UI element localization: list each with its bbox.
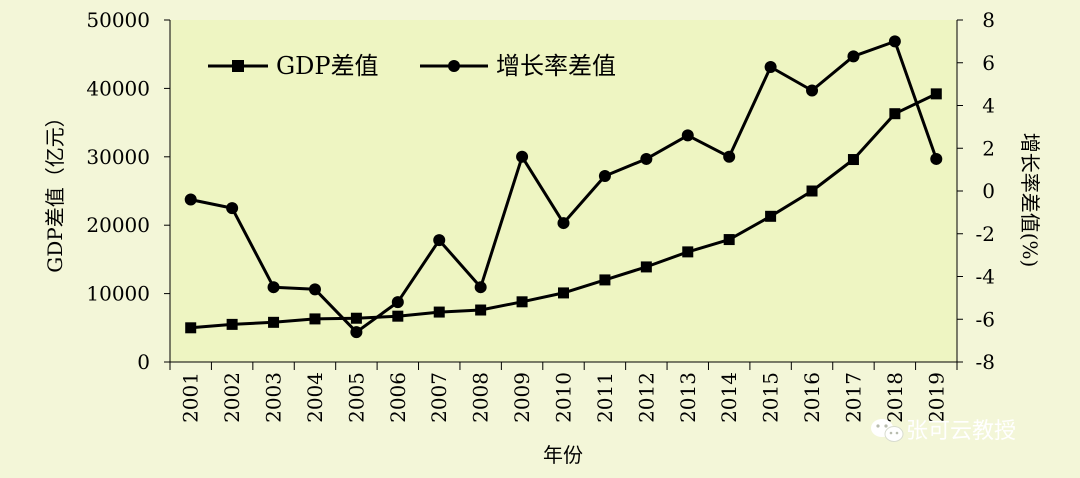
gdp-point: [889, 108, 901, 120]
gdp-point: [268, 316, 280, 328]
x-tick-label: 2013: [676, 372, 700, 423]
right-y-axis: -8 -6 -4 -2 0 2 4 6 8: [956, 8, 995, 374]
growth-point: [930, 152, 943, 165]
gdp-point: [847, 154, 859, 166]
gdp-point: [682, 246, 694, 258]
x-tick-label: 2011: [593, 372, 617, 423]
watermark: 张可云教授: [871, 419, 1016, 444]
gdp-point: [806, 185, 818, 197]
right-tick-label: 6: [982, 51, 995, 75]
left-tick-label: 40000: [86, 76, 150, 100]
left-tick-label: 0: [137, 350, 150, 374]
growth-point: [640, 152, 653, 165]
legend-square-marker: [232, 60, 244, 72]
x-tick-label: 2012: [634, 372, 658, 423]
x-tick-label: 2007: [427, 372, 451, 423]
gdp-point: [558, 287, 569, 299]
growth-point: [847, 50, 860, 63]
left-tick-label: 30000: [86, 145, 150, 169]
growth-point: [598, 170, 611, 183]
right-axis-title: 增长率差值(%): [1018, 133, 1042, 268]
growth-point: [267, 281, 280, 294]
legend-label-gdp: GDP差值: [276, 52, 379, 80]
watermark-text: 张可云教授: [906, 419, 1016, 444]
growth-point: [806, 84, 819, 97]
x-tick-label: 2019: [924, 372, 948, 423]
left-axis-title: GDP差值（亿元）: [43, 107, 67, 272]
left-y-axis: 0 10000 20000 30000 40000 50000: [86, 8, 171, 374]
x-axis: 2001 2002 2003 2004 2005 2006 2007 2008 2009 2010…: [169, 361, 958, 423]
wechat-icon: [871, 419, 904, 442]
x-tick-label: 2006: [386, 372, 410, 423]
x-tick-label: 2008: [469, 372, 493, 423]
x-axis-title: 年份: [543, 443, 583, 467]
x-tick-label: 2005: [344, 372, 368, 423]
right-tick-label: -2: [976, 222, 995, 246]
gdp-point: [640, 261, 652, 273]
right-tick-label: -4: [976, 265, 995, 289]
growth-point: [516, 150, 529, 163]
growth-point: [723, 150, 736, 163]
growth-point: [391, 296, 404, 309]
x-tick-label: 2014: [717, 372, 741, 423]
x-tick-label: 2010: [552, 372, 576, 423]
x-tick-label: 2002: [220, 372, 244, 423]
gdp-point: [433, 306, 445, 318]
right-tick-label: -8: [976, 350, 995, 374]
right-tick-label: 4: [982, 94, 995, 118]
growth-point: [888, 35, 901, 48]
gdp-point: [765, 210, 777, 222]
gdp-point: [723, 234, 735, 246]
legend-circle-marker: [448, 60, 460, 72]
gdp-point: [516, 296, 528, 308]
x-tick-label: 2017: [841, 372, 865, 423]
gdp-point: [350, 312, 362, 324]
growth-point: [350, 326, 363, 339]
growth-point: [433, 234, 446, 247]
left-tick-label: 20000: [86, 213, 150, 237]
x-tick-label: 2016: [800, 372, 824, 423]
left-tick-label: 10000: [86, 282, 150, 306]
growth-point: [184, 193, 197, 206]
x-tick-label: 2018: [883, 372, 907, 423]
right-tick-label: 8: [982, 8, 995, 32]
plot-area: [170, 20, 957, 362]
right-tick-label: -6: [976, 307, 995, 331]
gdp-point: [309, 313, 321, 325]
x-tick-label: 2003: [262, 372, 286, 423]
left-tick-label: 50000: [86, 8, 150, 32]
x-tick-label: 2004: [303, 372, 327, 423]
growth-point: [764, 61, 777, 74]
growth-point: [557, 217, 570, 230]
x-tick-label: 2001: [179, 372, 203, 423]
right-tick-label: 2: [982, 136, 995, 160]
growth-point: [226, 202, 239, 215]
gdp-point: [392, 310, 404, 322]
right-tick-label: 0: [982, 179, 995, 203]
x-tick-label: 2009: [510, 372, 534, 423]
gdp-point: [475, 304, 487, 316]
gdp-point: [226, 318, 238, 330]
gdp-point: [599, 274, 611, 286]
growth-point: [681, 129, 694, 142]
growth-point: [308, 283, 321, 296]
legend-label-growth: 增长率差值: [496, 52, 616, 80]
gdp-point: [185, 322, 197, 334]
gdp-point: [930, 88, 942, 100]
growth-point: [474, 281, 487, 294]
series-group: [184, 35, 943, 339]
legend: GDP差值 增长率差值: [208, 52, 616, 80]
x-tick-label: 2015: [759, 372, 783, 423]
